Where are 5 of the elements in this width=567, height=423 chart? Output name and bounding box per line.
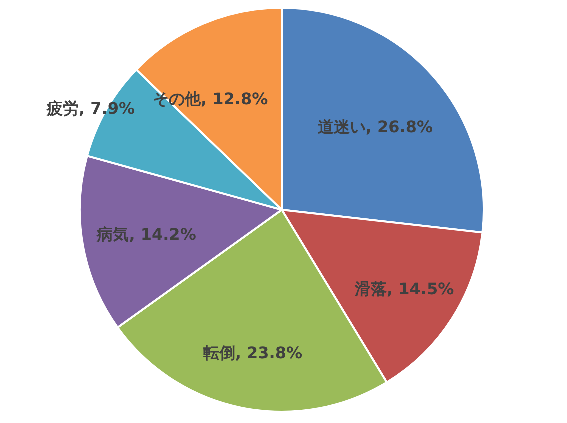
slice-label: 病気, 14.2% [96,225,196,244]
slice-label: その他, 12.8% [152,89,268,108]
slice-label: 滑落, 14.5% [354,279,454,298]
slice-label: 道迷い, 26.8% [318,118,433,137]
slice-label: 転倒, 23.8% [203,344,303,363]
